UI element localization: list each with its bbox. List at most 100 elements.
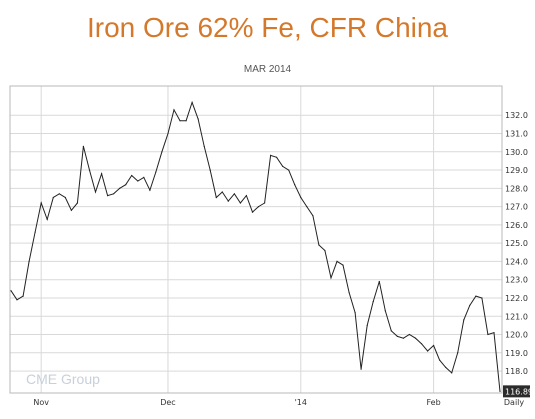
x-axis-ticks: Nov Dec '14 Feb Daily <box>33 398 524 407</box>
data-point <box>107 195 109 197</box>
data-point <box>493 332 495 334</box>
data-point <box>360 368 362 370</box>
data-point <box>469 304 471 306</box>
data-point <box>384 310 386 312</box>
data-point <box>101 173 103 175</box>
period-label: Daily <box>504 398 525 407</box>
data-point <box>276 156 278 158</box>
data-point <box>336 260 338 262</box>
data-point <box>342 264 344 266</box>
data-point <box>76 202 78 204</box>
data-point <box>46 218 48 220</box>
data-point <box>408 333 410 336</box>
data-point <box>149 189 151 191</box>
data-points <box>10 101 501 392</box>
data-point <box>239 202 241 204</box>
data-point <box>179 120 181 122</box>
data-point <box>137 180 139 182</box>
data-point <box>390 330 392 332</box>
data-point <box>10 290 12 292</box>
data-point <box>215 196 217 199</box>
data-point <box>161 151 163 153</box>
y-tick-label: 120.0 <box>505 331 528 340</box>
data-point <box>82 145 84 147</box>
grid-lines <box>10 86 502 393</box>
data-point <box>233 193 235 195</box>
data-point <box>143 176 145 178</box>
data-point <box>294 184 296 186</box>
data-point <box>155 171 157 173</box>
data-point <box>270 154 272 156</box>
data-point <box>125 184 127 186</box>
data-point <box>173 109 175 111</box>
data-point <box>221 191 223 193</box>
y-tick-label: 125.0 <box>505 239 528 248</box>
y-tick-label: 132.0 <box>505 111 528 120</box>
data-point <box>499 390 501 392</box>
x-tick-label: '14 <box>295 398 307 407</box>
y-tick-label: 121.0 <box>505 312 528 321</box>
data-point <box>348 291 350 294</box>
chart-title: Iron Ore 62% Fe, CFR China <box>86 12 449 43</box>
data-point <box>445 366 447 368</box>
data-point <box>16 299 18 301</box>
data-point <box>28 260 30 262</box>
data-point <box>312 215 314 217</box>
x-tick-label: Dec <box>160 398 175 407</box>
data-point <box>40 202 42 204</box>
data-point <box>487 333 489 336</box>
data-point <box>167 132 169 135</box>
x-tick-label: Nov <box>33 398 49 407</box>
data-point <box>372 301 374 303</box>
y-tick-label: 129.0 <box>505 166 528 175</box>
data-point <box>227 200 229 202</box>
y-tick-label: 122.0 <box>505 294 528 303</box>
data-point <box>119 187 121 189</box>
data-point <box>88 169 91 171</box>
data-point <box>282 165 284 167</box>
y-axis-ticks: 118.0 119.0 120.0 121.0 122.0 123.0 124.0 125.0… <box>505 111 528 376</box>
data-point <box>191 101 193 103</box>
data-point <box>300 196 302 199</box>
data-point <box>34 231 36 233</box>
data-point <box>414 337 417 339</box>
data-point <box>251 211 254 213</box>
data-point <box>475 295 477 297</box>
data-point <box>396 335 398 337</box>
data-point <box>354 312 356 314</box>
data-point <box>197 118 199 120</box>
y-tick-label: 123.0 <box>505 276 528 285</box>
data-point <box>463 319 465 321</box>
y-tick-label: 130.0 <box>505 148 528 157</box>
data-point <box>451 372 453 374</box>
data-point <box>22 295 24 297</box>
data-point <box>306 206 308 208</box>
cme-group-watermark: CME Group <box>26 371 100 387</box>
x-tick-label: Feb <box>427 398 441 407</box>
data-point <box>318 244 320 246</box>
price-line <box>10 100 501 392</box>
y-tick-label: 131.0 <box>505 130 528 139</box>
data-point <box>94 191 97 193</box>
data-point <box>439 359 441 361</box>
data-point <box>257 206 260 208</box>
data-point <box>209 169 211 171</box>
data-point <box>131 174 133 177</box>
data-point <box>185 120 187 122</box>
data-point <box>433 344 435 347</box>
data-point <box>330 277 332 279</box>
y-tick-label: 119.0 <box>505 349 528 358</box>
last-value-box <box>503 385 530 398</box>
data-point <box>481 297 483 299</box>
data-point <box>288 169 290 171</box>
data-point <box>420 343 423 345</box>
y-tick-label: 126.0 <box>505 221 528 230</box>
y-tick-label: 127.0 <box>505 203 528 212</box>
data-point <box>64 196 66 199</box>
data-point <box>264 202 266 204</box>
data-point <box>52 196 54 199</box>
chart-subtitle: MAR 2014 <box>243 64 292 75</box>
y-tick-label: 128.0 <box>505 184 528 193</box>
plot-frame <box>9 85 503 394</box>
